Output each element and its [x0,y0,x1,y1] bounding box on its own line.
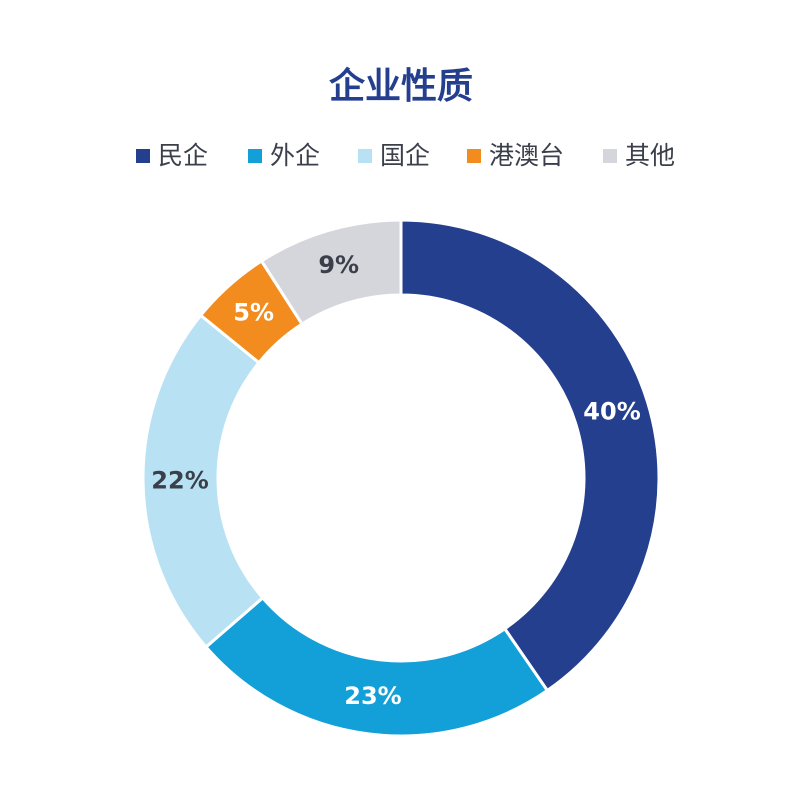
legend-swatch [467,149,481,163]
data-label: 40% [583,397,640,425]
legend-swatch [136,149,150,163]
legend-label: 其他 [625,141,675,170]
legend-label: 民企 [158,141,208,170]
data-label: 23% [344,682,401,710]
chart-title: 企业性质 [329,65,473,107]
data-label: 22% [151,467,208,495]
slice [259,218,403,327]
legend-label: 外企 [270,141,320,170]
slice [203,595,550,738]
slice [399,218,661,693]
legend-swatch [248,149,262,163]
legend-swatch [358,149,372,163]
legend-label: 国企 [380,141,430,170]
data-label: 5% [233,298,274,326]
legend-swatch [603,149,617,163]
legend-label: 港澳台 [489,141,564,170]
data-label: 9% [318,251,359,279]
